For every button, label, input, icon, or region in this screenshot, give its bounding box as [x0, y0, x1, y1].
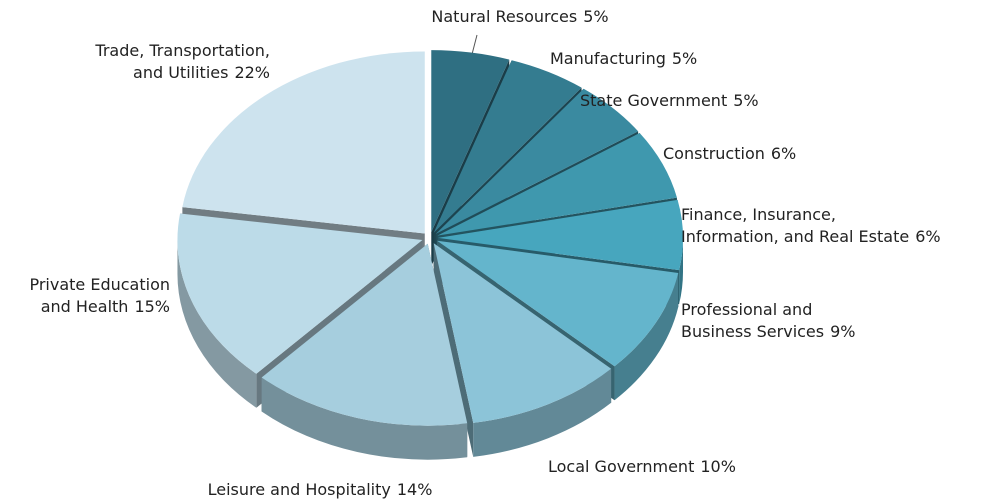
- category-label: Trade, Transportation, and Utilities: [95, 41, 270, 82]
- slice: [437, 240, 679, 367]
- slice: [177, 213, 423, 374]
- category-label: Leisure and Hospitality: [207, 480, 391, 499]
- slice-label: Natural Resources 5%: [400, 6, 640, 28]
- value-label: 6%: [770, 144, 797, 163]
- slice-label: Manufacturing 5%: [550, 48, 810, 70]
- value-label: 5%: [733, 91, 759, 110]
- category-label: Private Education and Health: [29, 275, 170, 316]
- value-label: 5%: [671, 49, 698, 68]
- slice: [431, 50, 510, 233]
- category-label: Manufacturing: [550, 49, 666, 68]
- slice-label: Trade, Transportation, and Utilities 22%: [20, 40, 270, 84]
- category-label: Local Government: [548, 457, 695, 476]
- slice: [437, 199, 683, 271]
- slice: [433, 60, 582, 233]
- pie-tops: [177, 50, 683, 426]
- slice-side: [679, 237, 683, 305]
- value-label: 9%: [830, 322, 856, 341]
- slice: [261, 243, 468, 426]
- value-label: 10%: [700, 457, 736, 476]
- category-label: Professional and Business Services: [681, 300, 825, 341]
- value-label: 14%: [396, 480, 433, 499]
- slice-label: Leisure and Hospitality 14%: [170, 479, 470, 501]
- value-label: 15%: [134, 297, 170, 316]
- slice: [435, 88, 639, 234]
- category-label: Natural Resources: [431, 7, 578, 26]
- slice-label: State Government 5%: [580, 90, 840, 112]
- slice-label: Finance, Insurance, Information, and Rea…: [681, 204, 986, 248]
- value-label: 5%: [583, 7, 609, 26]
- slice: [433, 243, 612, 423]
- value-label: 22%: [234, 63, 270, 82]
- slice-side: [473, 368, 612, 457]
- slice-label: Private Education and Health 15%: [0, 274, 170, 318]
- slice-side: [261, 377, 468, 460]
- category-label: State Government: [580, 91, 728, 110]
- slice-side: [177, 239, 257, 408]
- slice: [437, 133, 677, 236]
- value-label: 6%: [915, 227, 941, 246]
- slice-cut-face: [433, 243, 474, 457]
- slice-side: [614, 272, 679, 401]
- category-label: Finance, Insurance, Information, and Rea…: [681, 205, 910, 246]
- slice: [182, 51, 425, 234]
- slice-label: Local Government 10%: [548, 456, 828, 478]
- slice-label: Construction 6%: [663, 143, 923, 165]
- slice-label: Professional and Business Services 9%: [681, 299, 961, 343]
- category-label: Construction: [663, 144, 765, 163]
